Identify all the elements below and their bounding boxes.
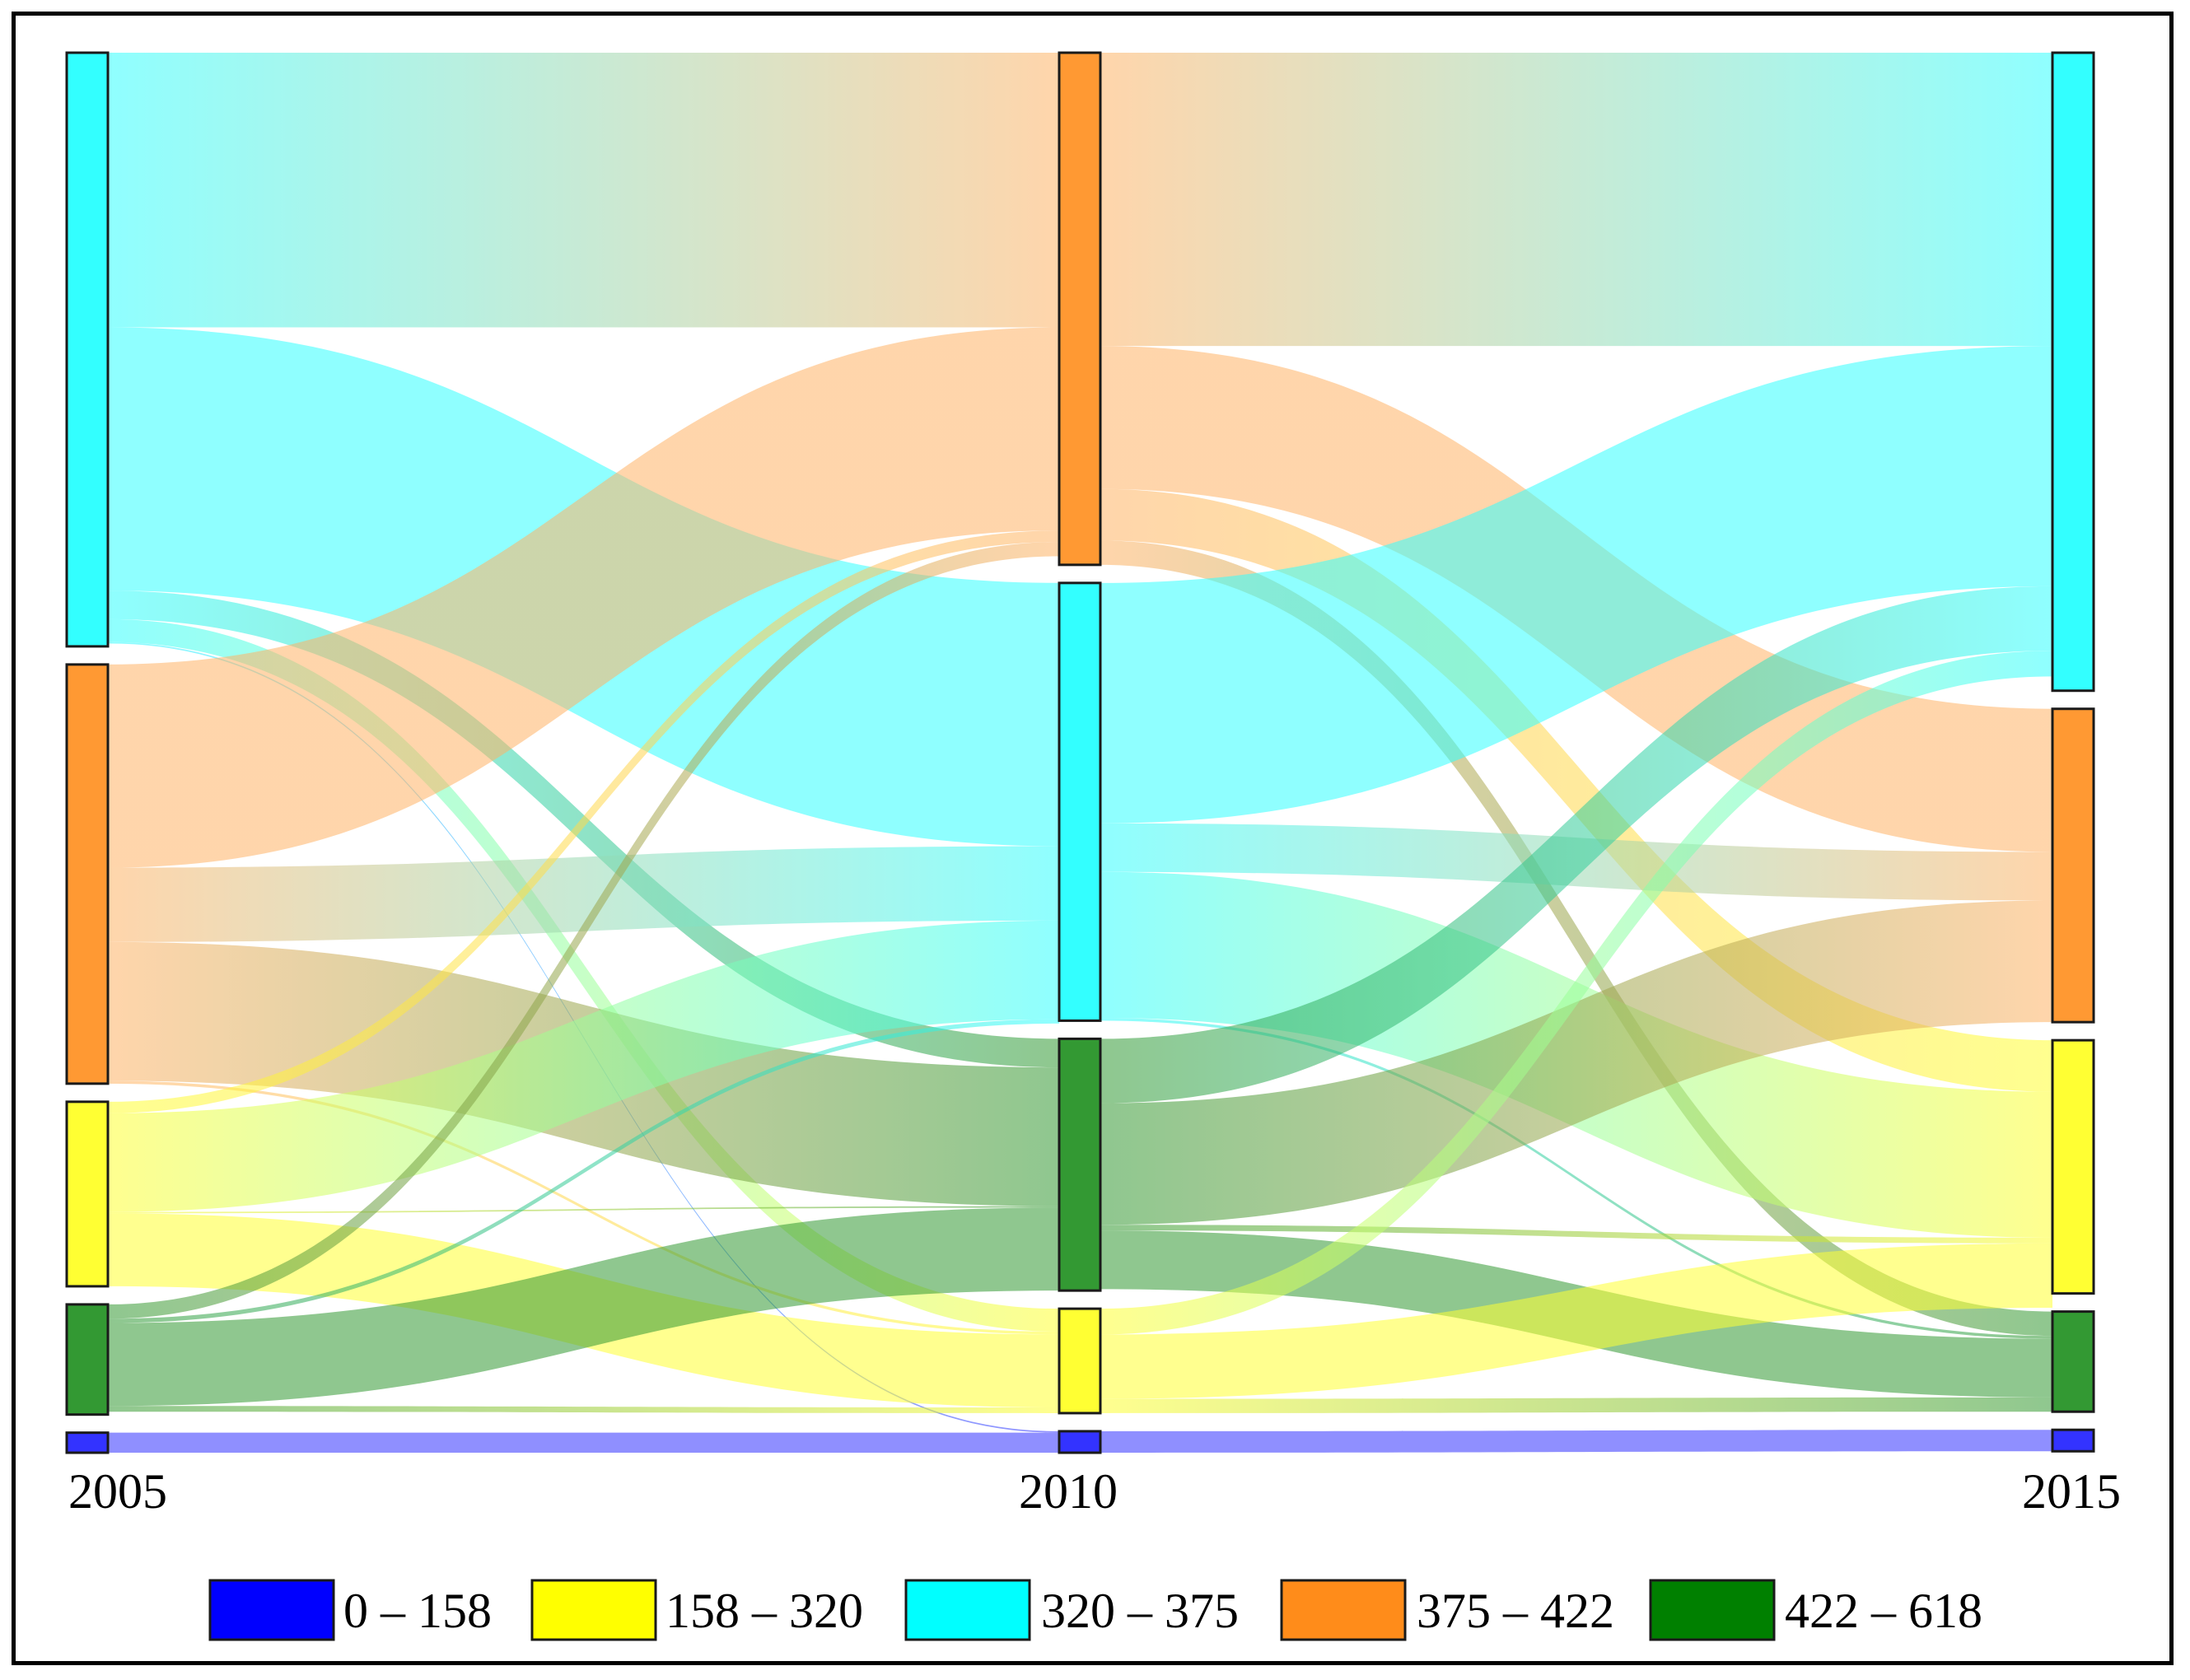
legend-label-422-618: 422 – 618 <box>1785 1584 1982 1638</box>
node-2005-422-618 <box>65 1303 110 1416</box>
flow-2010-158-320-to-2015-422-618 <box>1100 1397 2052 1413</box>
flow-2005-422-618-to-2010-158-320 <box>108 1406 1059 1413</box>
node-2005-158-320 <box>65 1100 110 1288</box>
legend-swatch-0-158 <box>208 1579 335 1641</box>
flow-2005-375-422-to-2010-320-375 <box>108 846 1059 942</box>
year-label-2005: 2005 <box>68 1464 167 1519</box>
legend-label-320-375: 320 – 375 <box>1041 1584 1239 1638</box>
year-labels: 2005 2010 2015 <box>68 1464 2121 1519</box>
node-bars <box>65 51 2095 1454</box>
flow-2005-375-422-to-2010-375-422 <box>108 327 1059 868</box>
node-2010-0-158 <box>1058 1430 1102 1454</box>
node-2015-422-618 <box>2051 1310 2095 1413</box>
flow-2010-375-422-to-2015-320-375 <box>1100 53 2052 347</box>
sankey-chart: 2005 2010 2015 0 – 158 158 – 320 320 – 375 37… <box>65 51 2121 1641</box>
flow-2005-422-618-to-2010-375-422 <box>108 542 1059 1319</box>
flow-2010-320-375-to-2015-422-618 <box>1100 1017 2052 1339</box>
flow-2005-375-422-to-2010-158-320 <box>108 1080 1059 1335</box>
node-2010-158-320 <box>1058 1307 1102 1415</box>
flow-2005-158-320-to-2010-320-375 <box>108 920 1059 1212</box>
flow-2005-422-618-to-2010-422-618 <box>108 1207 1059 1407</box>
flow-2010-375-422-to-2015-422-618 <box>1100 540 2052 1337</box>
flow-2005-158-320-to-2010-375-422 <box>108 530 1059 1113</box>
flow-2005-158-320-to-2010-422-618 <box>108 1206 1059 1214</box>
node-2010-320-375 <box>1058 581 1102 1022</box>
node-2005-320-375 <box>65 51 110 648</box>
year-label-2015: 2015 <box>2022 1464 2121 1519</box>
flow-links <box>108 53 2052 1453</box>
node-2015-0-158 <box>2051 1428 2095 1453</box>
legend-swatch-375-422 <box>1280 1579 1407 1641</box>
flow-2005-320-375-to-2010-158-320 <box>108 618 1059 1332</box>
flow-2010-158-320-to-2015-320-375 <box>1100 651 2052 1335</box>
legend-swatch-158-320 <box>530 1579 657 1641</box>
flow-2005-422-618-to-2010-320-375 <box>108 1019 1059 1323</box>
node-2015-375-422 <box>2051 707 2095 1024</box>
node-2010-375-422 <box>1058 51 1102 567</box>
node-2010-422-618 <box>1058 1037 1102 1292</box>
flow-2010-422-618-to-2015-158-320 <box>1100 1225 2052 1244</box>
flow-2005-320-375-to-2010-375-422 <box>108 53 1059 328</box>
node-2015-158-320 <box>2051 1038 2095 1295</box>
legend-label-0-158: 0 – 158 <box>343 1584 492 1638</box>
flow-2010-422-618-to-2015-320-375 <box>1100 586 2052 1104</box>
flow-2005-0-158-to-2010-0-158 <box>108 1432 1059 1453</box>
legend-swatch-320-375 <box>904 1579 1031 1641</box>
node-2005-0-158 <box>65 1431 110 1454</box>
flow-2010-320-375-to-2015-320-375 <box>1100 346 2052 824</box>
flow-2010-422-618-to-2015-375-422 <box>1100 900 2052 1225</box>
year-label-2010: 2010 <box>1019 1464 1118 1519</box>
node-2015-320-375 <box>2051 51 2095 693</box>
legend-label-375-422: 375 – 422 <box>1417 1584 1614 1638</box>
node-2005-375-422 <box>65 663 110 1085</box>
flow-2010-158-320-to-2015-158-320 <box>1100 1243 2052 1399</box>
chart-frame: 2005 2010 2015 0 – 158 158 – 320 320 – 375 37… <box>12 12 2174 1665</box>
legend-label-158-320: 158 – 320 <box>665 1584 863 1638</box>
flow-2005-320-375-to-2010-422-618 <box>108 590 1059 1068</box>
flow-2010-0-158-to-2015-0-158 <box>1100 1430 2052 1453</box>
flow-2010-375-422-to-2015-158-320 <box>1100 488 2052 1092</box>
legend-swatch-422-618 <box>1649 1579 1776 1641</box>
legend: 0 – 158 158 – 320 320 – 375 375 – 422 422 – … <box>208 1579 1982 1641</box>
